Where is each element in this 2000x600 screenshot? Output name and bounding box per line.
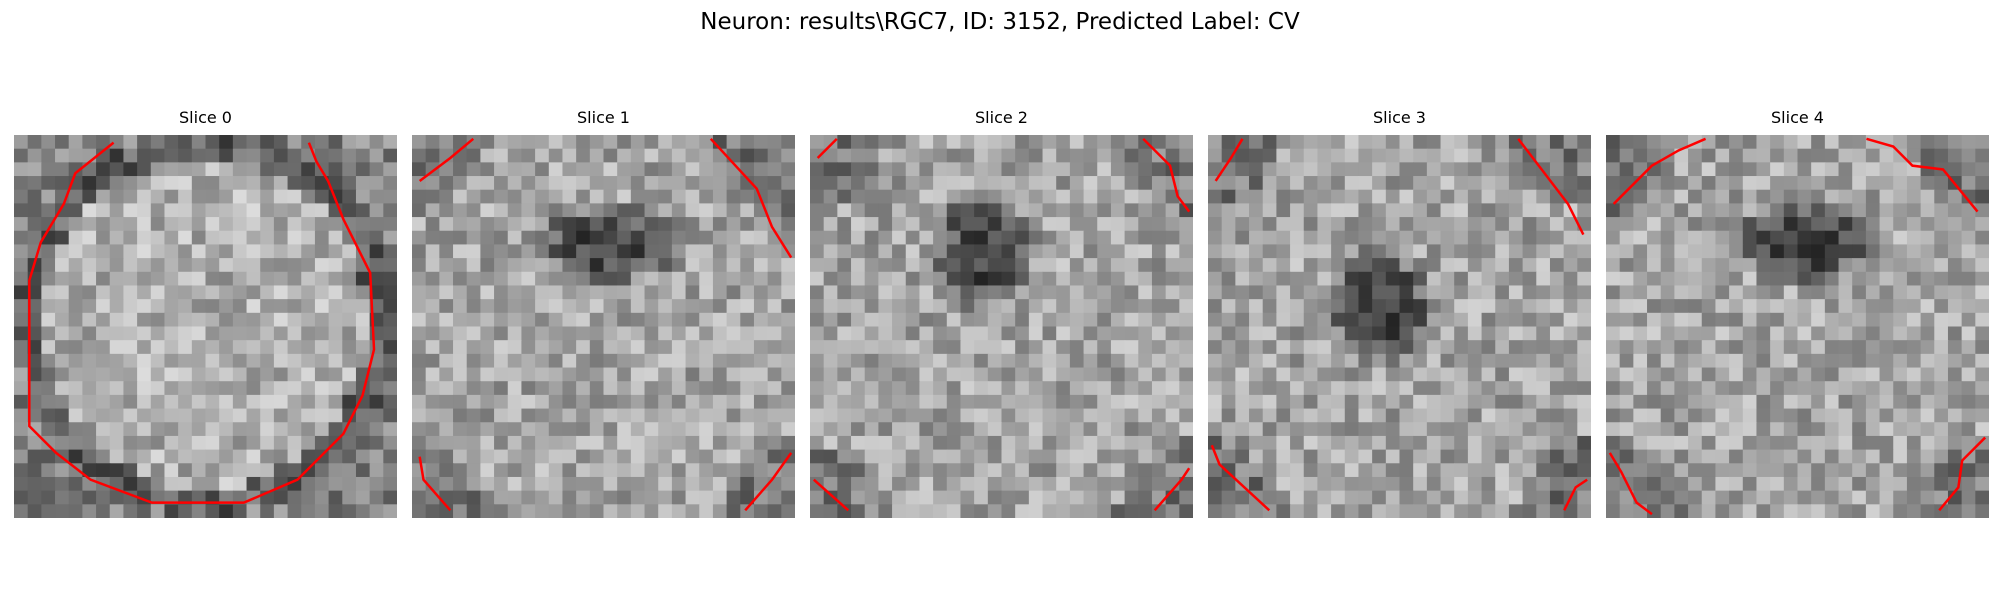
contour-line — [816, 137, 838, 159]
contour-line — [418, 137, 475, 182]
slice-title: Slice 2 — [975, 108, 1028, 127]
slice-image-4 — [1606, 135, 1989, 518]
contour-line — [28, 141, 376, 504]
slice-image-3 — [1208, 135, 1591, 518]
contour-line — [1210, 444, 1271, 512]
contour-line — [418, 456, 452, 512]
slice-title: Slice 3 — [1373, 108, 1426, 127]
contour-line — [1608, 452, 1653, 516]
slice-panel-3: Slice 3 — [1208, 108, 1591, 518]
slice-title: Slice 1 — [577, 108, 630, 127]
contour-line — [709, 137, 793, 259]
slice-panel-2: Slice 2 — [810, 108, 1193, 518]
contour-line — [1563, 478, 1588, 511]
contour-line — [1517, 138, 1585, 236]
contour-line — [1866, 137, 1979, 213]
contour-line — [812, 478, 850, 512]
contour-line — [1612, 137, 1707, 205]
slice-title: Slice 0 — [179, 108, 232, 127]
slice-image-1 — [412, 135, 795, 518]
contour-line — [744, 452, 793, 512]
slice-image-0 — [14, 135, 397, 518]
contour-line — [1214, 138, 1244, 182]
contour-line — [1153, 467, 1191, 512]
slice-image-2 — [810, 135, 1193, 518]
figure-title: Neuron: results\RGC7, ID: 3152, Predicte… — [700, 9, 1300, 35]
slice-title: Slice 4 — [1771, 108, 1824, 127]
slice-panel-0: Slice 0 — [14, 108, 397, 518]
contour-line — [1938, 436, 1987, 512]
contour-line — [1142, 137, 1191, 213]
slice-panel-1: Slice 1 — [412, 108, 795, 518]
slice-panel-4: Slice 4 — [1606, 108, 1989, 518]
